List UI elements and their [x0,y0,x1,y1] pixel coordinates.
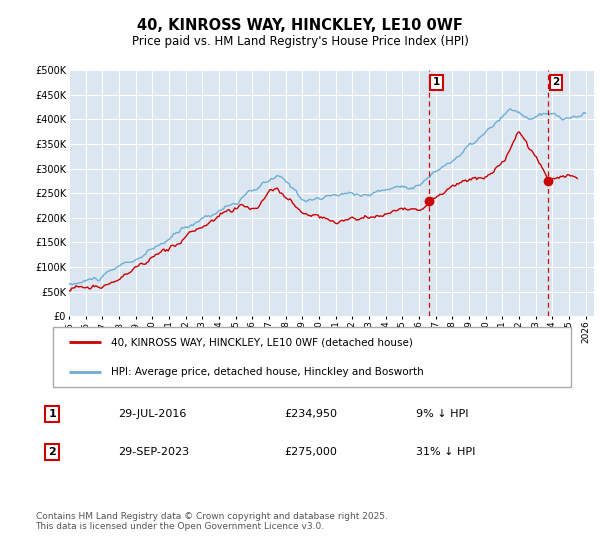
Text: 31% ↓ HPI: 31% ↓ HPI [416,447,476,457]
Text: 1: 1 [433,77,440,87]
Text: Price paid vs. HM Land Registry's House Price Index (HPI): Price paid vs. HM Land Registry's House … [131,35,469,49]
Text: 9% ↓ HPI: 9% ↓ HPI [416,409,469,419]
Text: HPI: Average price, detached house, Hinckley and Bosworth: HPI: Average price, detached house, Hinc… [112,367,424,377]
Text: 29-JUL-2016: 29-JUL-2016 [118,409,187,419]
Text: 29-SEP-2023: 29-SEP-2023 [118,447,190,457]
Text: 40, KINROSS WAY, HINCKLEY, LE10 0WF (detached house): 40, KINROSS WAY, HINCKLEY, LE10 0WF (det… [112,337,413,347]
Text: £275,000: £275,000 [284,447,337,457]
FancyBboxPatch shape [53,328,571,386]
Text: 2: 2 [553,77,560,87]
Text: 2: 2 [48,447,56,457]
Text: Contains HM Land Registry data © Crown copyright and database right 2025.
This d: Contains HM Land Registry data © Crown c… [35,512,388,531]
Text: 40, KINROSS WAY, HINCKLEY, LE10 0WF: 40, KINROSS WAY, HINCKLEY, LE10 0WF [137,18,463,32]
Text: 1: 1 [48,409,56,419]
Text: £234,950: £234,950 [284,409,337,419]
